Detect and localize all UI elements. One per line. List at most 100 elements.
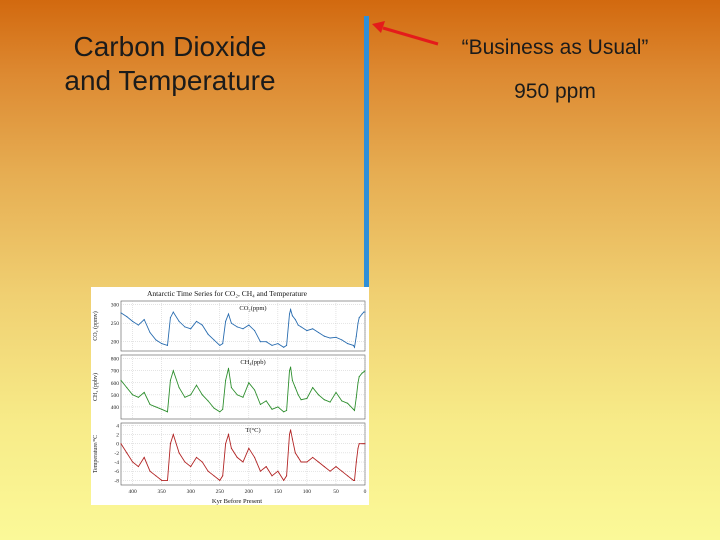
temperature-data-point [312,456,314,458]
antarctic-chart-figure: Antarctic Time Series for CO₂, CH₄ and T… [91,287,369,505]
slide-title: Carbon Dioxide and Temperature [20,30,320,98]
co2-data-point [358,317,360,319]
co2-data-point [236,326,238,328]
ch4-panel-label: CH₄(ppb) [240,359,265,366]
antarctic-time-series-chart: Antarctic Time Series for CO₂, CH₄ and T… [92,289,367,505]
temperature-data-point [347,475,349,477]
co2-data-point [317,331,320,334]
co2-data-point [329,337,331,339]
co2-projection-value: 950 ppm [514,80,596,103]
ch4-data-point [137,396,139,398]
co2-data-point [361,313,363,315]
temperature-data-point [225,443,227,445]
ch4-data-point [323,399,325,401]
ch4-data-point [242,396,244,398]
co2-data-point [323,335,325,337]
temperature-data-point [300,461,302,463]
ch4-y-tick-label: 500 [111,393,120,399]
x-tick-label: 150 [274,489,283,495]
ch4-data-point [169,379,171,381]
co2-data-point [254,330,256,332]
co2-data-point [126,316,128,318]
co2-data-point [357,322,359,324]
ch4-data-point [219,411,221,413]
co2-data-point [290,308,292,311]
ch4-data-point [254,389,256,391]
ch4-data-point [355,396,357,398]
temperature-panel-label: T(°C) [245,427,260,434]
temperature-y-tick-label: 4 [116,423,119,429]
ch4-data-point [201,394,203,396]
co2-data-point [143,318,145,321]
temperature-data-point [161,479,163,481]
ch4-data-point [149,403,151,406]
co2-data-point [132,320,134,322]
ch4-data-point [184,396,186,398]
annotation-arrow-shaft [382,26,439,46]
temperature-data-point [213,475,215,477]
ch4-y-tick-label: 600 [111,381,120,387]
x-tick-label: 200 [245,489,254,495]
slide-title-line-1: Carbon Dioxide [73,31,267,62]
co2-projection-bar [364,16,369,316]
temperature-data-point [290,429,292,431]
temperature-data-point [222,475,224,477]
ch4-data-point [172,370,174,372]
co2-data-point [201,324,203,326]
ch4-data-point [294,387,296,389]
temperature-data-point [120,443,122,445]
temperature-data-point [236,456,238,458]
temperature-data-point [323,466,325,468]
ch4-data-point [353,409,356,412]
co2-data-point [297,324,299,326]
temperature-data-point [291,438,293,440]
x-tick-label: 250 [216,489,225,495]
ch4-data-point [364,370,366,372]
ch4-data-point [213,407,215,409]
temperature-data-point [271,475,273,477]
temperature-data-point [283,479,285,481]
co2-data-point [364,311,366,313]
ch4-data-point [361,372,363,374]
ch4-data-point [236,394,238,396]
ch4-data-point [297,394,299,396]
temperature-data-point [227,433,230,436]
co2-data-point [190,328,192,330]
co2-data-point [195,320,198,322]
ch4-data-point [291,379,293,381]
co2-data-point [172,311,174,313]
slide-title-line-2: and Temperature [64,65,276,96]
ch4-data-point [352,408,354,410]
ch4-data-point [155,406,157,408]
temperature-data-point [317,461,320,463]
temperature-data-point [294,452,296,454]
co2-data-point [335,336,337,338]
co2-data-point [207,333,209,335]
co2-data-point [271,344,273,346]
x-tick-label: 0 [364,489,367,495]
ch4-data-point [335,391,337,393]
co2-data-point [352,344,354,346]
temperature-data-point [143,456,145,458]
ch4-data-point [190,394,192,396]
ch4-data-point [277,406,279,408]
x-tick-label: 50 [333,489,339,495]
ch4-y-axis-label: CH₄ (ppbv) [92,373,99,401]
ch4-data-point [283,411,285,413]
temperature-data-point [355,461,357,463]
co2-data-point [286,344,288,346]
ch4-data-point [341,400,343,402]
temperature-data-point [352,479,354,481]
temperature-data-point [190,466,192,468]
co2-data-point [248,324,250,326]
ch4-data-point [207,400,209,402]
co2-data-point [291,315,293,317]
temperature-data-point [169,443,171,445]
ch4-data-point [161,408,163,410]
temperature-data-point [358,443,360,445]
co2-data-point [230,322,232,324]
ch4-y-tick-label: 800 [111,357,120,363]
ch4-data-point [195,384,198,386]
ch4-data-point [178,387,180,389]
